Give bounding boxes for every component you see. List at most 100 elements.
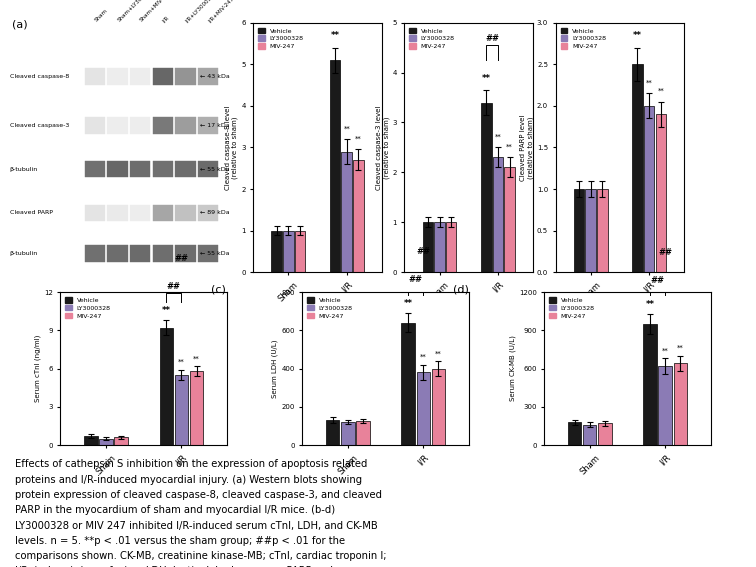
Bar [175, 246, 196, 262]
Text: I/R: I/R [162, 14, 170, 23]
Y-axis label: Cleaved PARP level
(relative to sham): Cleaved PARP level (relative to sham) [520, 114, 534, 181]
Text: ##: ## [409, 275, 423, 284]
Text: **: ** [330, 31, 339, 40]
Text: LY3000328 or MIV 247 inhibited I/R-induced serum cTnI, LDH, and CK-MB: LY3000328 or MIV 247 inhibited I/R-induc… [15, 521, 378, 531]
Bar [655, 114, 666, 272]
Text: (c): (c) [211, 285, 226, 294]
Text: ##: ## [175, 255, 188, 264]
Bar [583, 425, 596, 445]
Bar [568, 422, 581, 445]
Bar [326, 420, 339, 445]
Bar [585, 189, 596, 272]
Y-axis label: Serum LDH (U/L): Serum LDH (U/L) [272, 339, 278, 398]
Legend: Vehicle, LY3000328, MIV-247: Vehicle, LY3000328, MIV-247 [64, 295, 113, 320]
Text: **: ** [677, 345, 683, 351]
Text: **: ** [178, 359, 184, 365]
Bar [85, 246, 105, 262]
Bar [198, 246, 218, 262]
Text: ← 43 kDa: ← 43 kDa [200, 74, 230, 79]
Text: **: ** [658, 88, 665, 94]
Y-axis label: Serum cTnI (ng/ml): Serum cTnI (ng/ml) [35, 335, 41, 402]
Bar [295, 231, 305, 272]
Bar [130, 246, 150, 262]
Bar [644, 106, 655, 272]
Bar [160, 328, 173, 445]
Text: Sham+MIV-247: Sham+MIV-247 [139, 0, 173, 23]
Text: comparisons shown. CK-MB, creatinine kinase-MB; cTnI, cardiac troponin I;: comparisons shown. CK-MB, creatinine kin… [15, 551, 386, 561]
Text: Sham: Sham [94, 8, 109, 23]
Bar [107, 246, 128, 262]
Bar [107, 117, 128, 134]
Y-axis label: Cleaved caspase-8 level
(relative to sham): Cleaved caspase-8 level (relative to sha… [225, 105, 238, 189]
Bar [85, 117, 105, 134]
Legend: Vehicle, LY3000328, MIV-247: Vehicle, LY3000328, MIV-247 [256, 26, 305, 51]
Text: ← 55 kDa: ← 55 kDa [200, 251, 230, 256]
Text: ##: ## [658, 248, 672, 257]
Text: **: ** [343, 126, 350, 132]
Bar [107, 205, 128, 221]
Text: ##: ## [651, 276, 665, 285]
Text: (d): (d) [453, 285, 469, 294]
Bar [446, 222, 457, 272]
Text: **: ** [420, 354, 426, 360]
Bar [198, 69, 218, 85]
Text: **: ** [355, 136, 362, 142]
Text: **: ** [162, 307, 171, 315]
Text: β-tubulin: β-tubulin [10, 167, 38, 172]
Bar [330, 60, 340, 272]
Text: ##: ## [167, 282, 181, 291]
Text: β-tubulin: β-tubulin [10, 251, 38, 256]
Legend: Vehicle, LY3000328, MIV-247: Vehicle, LY3000328, MIV-247 [559, 26, 608, 51]
Text: Cleaved caspase-3: Cleaved caspase-3 [10, 123, 70, 128]
Bar [198, 205, 218, 221]
Bar [341, 422, 355, 445]
Bar [190, 371, 203, 445]
Bar [423, 222, 433, 272]
Bar [574, 189, 584, 272]
Text: **: ** [662, 348, 668, 354]
Legend: Vehicle, LY3000328, MIV-247: Vehicle, LY3000328, MIV-247 [547, 295, 596, 320]
Bar [643, 324, 657, 445]
Bar [84, 436, 98, 445]
Bar [198, 117, 218, 134]
Bar [598, 424, 612, 445]
Bar [107, 69, 128, 85]
Text: **: ** [494, 134, 501, 140]
Text: **: ** [404, 299, 413, 308]
Bar [175, 205, 196, 221]
Bar [130, 69, 150, 85]
Bar [153, 205, 173, 221]
Bar [85, 161, 105, 177]
Text: (a): (a) [12, 19, 28, 29]
Bar [198, 161, 218, 177]
Bar [283, 231, 293, 272]
Bar [356, 421, 370, 445]
Text: Cleaved PARP: Cleaved PARP [10, 210, 53, 215]
Text: Effects of cathepsin S inhibition on the expression of apoptosis related: Effects of cathepsin S inhibition on the… [15, 459, 367, 469]
Text: **: ** [646, 80, 652, 86]
Text: I/R+LY3000328: I/R+LY3000328 [184, 0, 218, 23]
Bar [130, 161, 150, 177]
Text: **: ** [435, 350, 442, 356]
Bar [153, 117, 173, 134]
Bar [85, 205, 105, 221]
Bar [99, 439, 113, 445]
Bar [175, 161, 196, 177]
Bar [434, 222, 445, 272]
Text: ##: ## [417, 247, 430, 256]
Text: **: ** [482, 74, 491, 83]
Bar [85, 69, 105, 85]
Text: PARP in the myocardium of sham and myocardial I/R mice. (b-d): PARP in the myocardium of sham and myoca… [15, 505, 335, 515]
Bar [432, 369, 445, 445]
Bar [107, 161, 128, 177]
Bar [674, 363, 687, 445]
Text: **: ** [194, 356, 200, 361]
Text: **: ** [633, 31, 642, 40]
Text: I/R+MIV-247: I/R+MIV-247 [207, 0, 235, 23]
Bar [271, 231, 282, 272]
Text: **: ** [507, 144, 513, 150]
Text: protein expression of cleaved caspase-8, cleaved caspase-3, and cleaved: protein expression of cleaved caspase-8,… [15, 490, 382, 500]
Y-axis label: Serum CK-MB (U/L): Serum CK-MB (U/L) [510, 336, 516, 401]
Legend: Vehicle, LY3000328, MIV-247: Vehicle, LY3000328, MIV-247 [305, 295, 355, 320]
Bar [353, 160, 364, 272]
